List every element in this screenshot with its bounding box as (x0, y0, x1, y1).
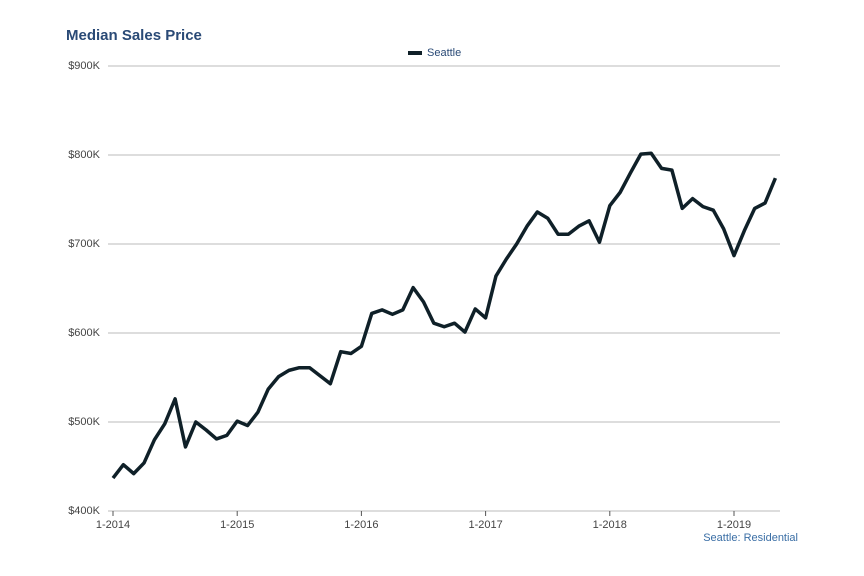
chart-title: Median Sales Price (66, 27, 202, 44)
y-tick-label: $600K (68, 327, 100, 339)
annotation: Seattle: Residential (703, 532, 798, 544)
y-tick-label: $700K (68, 238, 100, 250)
y-tick-label: $400K (68, 505, 100, 517)
y-tick-label: $800K (68, 149, 100, 161)
x-tick-label: 1-2017 (468, 519, 502, 531)
y-tick-label: $500K (68, 416, 100, 428)
x-tick-label: 1-2015 (220, 519, 254, 531)
y-tick-label: $900K (68, 60, 100, 72)
x-tick-label: 1-2014 (96, 519, 130, 531)
x-tick-label: 1-2018 (593, 519, 627, 531)
series-line (111, 151, 778, 480)
legend-label: Seattle (427, 47, 461, 59)
x-tick-label: 1-2016 (344, 519, 378, 531)
x-tick-label: 1-2019 (717, 519, 751, 531)
